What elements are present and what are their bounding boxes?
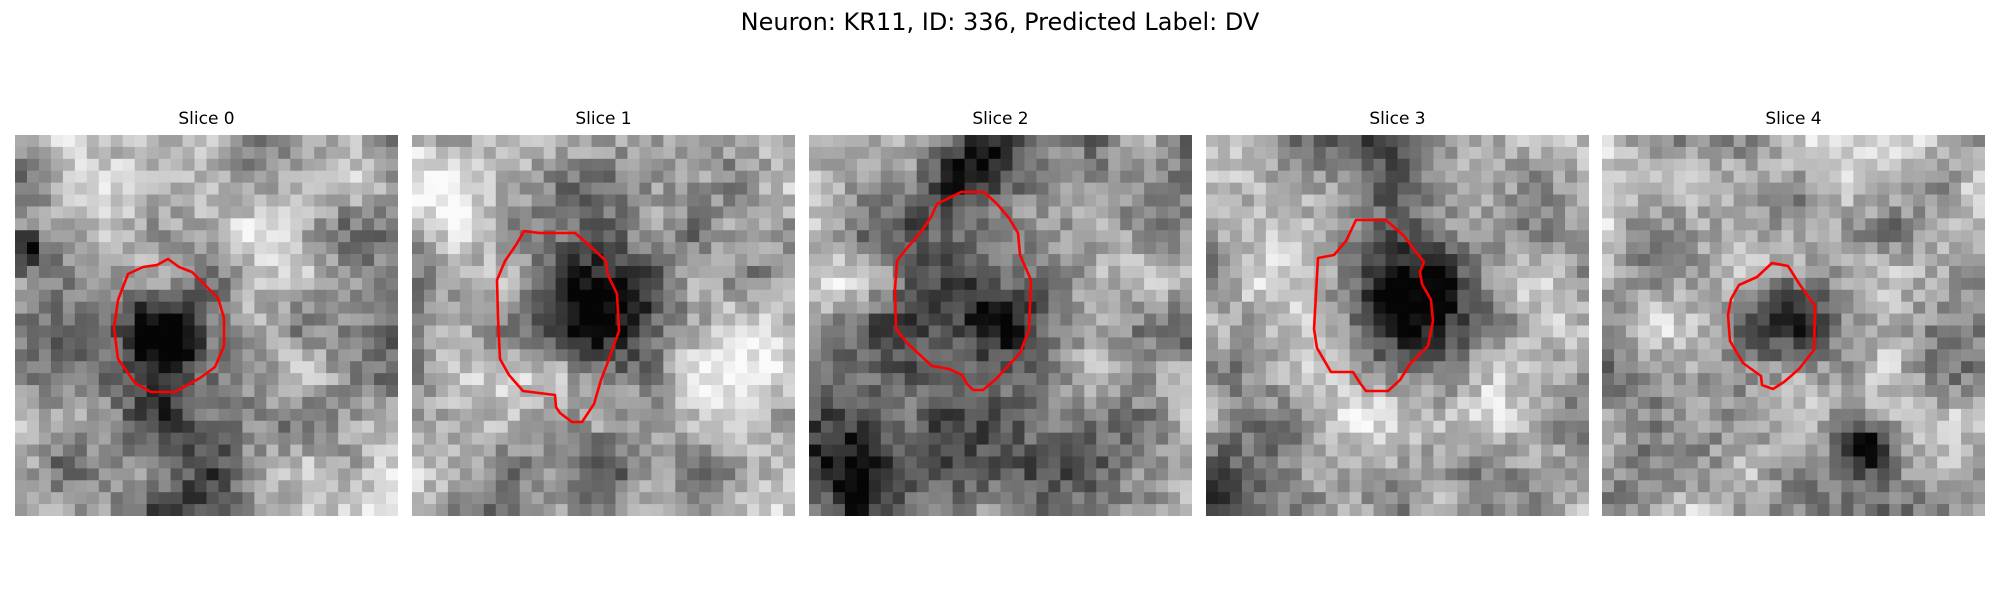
slice-3-title: Slice 3 [1369,109,1426,129]
slice-3-image [1206,135,1589,516]
slice-0-title: Slice 0 [178,109,235,129]
slice-2-title: Slice 2 [972,109,1029,129]
slice-1-title: Slice 1 [575,109,632,129]
slice-2-contour [893,190,1033,392]
slice-2-pixels [809,135,1192,516]
slice-4-pixels [1602,135,1985,516]
slice-4-contour [1726,261,1817,391]
slice-0-image [15,135,398,516]
slice-2-image [809,135,1192,516]
slice-3-pixels [1206,135,1589,516]
slice-1-pixels [412,135,795,516]
slice-4-title: Slice 4 [1765,109,1822,129]
slice-1-image [412,135,795,516]
figure-title: Neuron: KR11, ID: 336, Predicted Label: … [740,8,1260,36]
slice-1-contour [495,229,621,424]
slice-0-pixels [15,135,398,516]
slice-0-contour [112,257,226,394]
slice-4-image [1602,135,1985,516]
slice-3-contour [1312,218,1435,393]
